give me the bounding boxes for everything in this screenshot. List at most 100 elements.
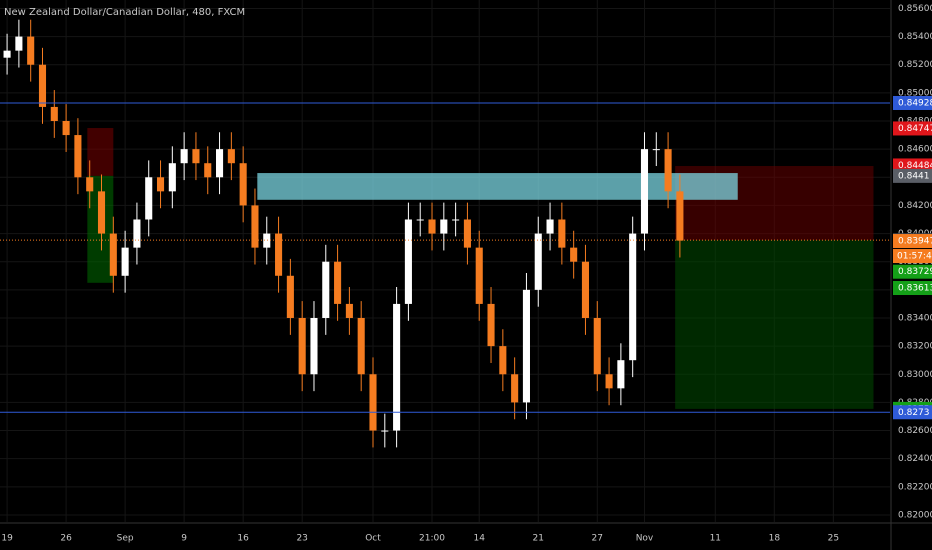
zone	[675, 240, 874, 409]
candle-body	[416, 219, 424, 221]
x-tick-label: Sep	[117, 534, 134, 544]
x-tick-label: 19	[1, 534, 13, 544]
price-label: 0.83729	[898, 267, 932, 277]
y-tick-label: 0.84600	[898, 145, 932, 155]
y-tick-label: 0.83200	[898, 342, 932, 352]
candle-body	[452, 219, 460, 221]
candle-body	[263, 233, 271, 248]
price-label: 0.8273	[898, 408, 930, 418]
candle-body	[570, 247, 578, 262]
candle-body	[251, 205, 259, 248]
candle-body	[168, 163, 176, 192]
candle-body	[204, 163, 212, 178]
candle-body	[617, 360, 625, 389]
candle-body	[357, 317, 365, 375]
candle-body	[593, 317, 601, 375]
candle-body	[310, 317, 318, 375]
x-tick-label: 18	[769, 534, 781, 544]
candle-body	[334, 261, 342, 304]
candle-body	[192, 149, 200, 164]
candle-body	[298, 317, 306, 375]
price-label: 0.8441	[898, 171, 930, 181]
y-tick-label: 0.82400	[898, 454, 932, 464]
x-tick-label: 21	[533, 534, 544, 544]
y-tick-label: 0.85000	[898, 88, 932, 98]
candle-body	[676, 191, 684, 241]
candle-body	[404, 219, 412, 304]
candle-body	[640, 149, 649, 234]
price-label: 0.84484	[898, 161, 932, 171]
candle-body	[475, 247, 483, 304]
candle-body	[664, 149, 672, 192]
candle-body	[393, 303, 401, 431]
x-tick-label: 14	[474, 534, 486, 544]
candle-body	[534, 233, 542, 290]
x-tick-label: Nov	[636, 534, 654, 544]
price-label-box	[893, 234, 932, 249]
price-label-box	[893, 405, 932, 420]
candle-body	[156, 177, 165, 192]
candle-body	[180, 149, 188, 164]
candle-body	[97, 191, 106, 234]
candle-body	[487, 303, 495, 347]
candle-body	[558, 219, 566, 248]
y-tick-label: 0.83000	[898, 370, 932, 380]
x-tick-label: Oct	[365, 534, 381, 544]
candle-body	[38, 64, 47, 107]
candle-body	[227, 149, 235, 164]
y-tick-label: 0.83400	[898, 313, 932, 323]
x-tick-label: 16	[237, 534, 249, 544]
candle-body	[145, 177, 153, 220]
candle-body	[275, 233, 283, 276]
candle-body	[511, 374, 519, 403]
candle-body	[428, 219, 436, 234]
price-label-box	[893, 281, 932, 296]
candle-body	[27, 36, 35, 65]
candle-body	[546, 219, 554, 234]
candle-body	[216, 149, 224, 178]
candle-body	[499, 346, 507, 375]
zone	[257, 173, 738, 200]
x-tick-label: 11	[710, 534, 721, 544]
x-tick-label: 26	[60, 534, 72, 544]
price-label: 0.83947	[898, 237, 932, 247]
price-label: 0.84747	[898, 124, 932, 134]
price-label-box	[893, 121, 932, 136]
y-tick-label: 0.85400	[898, 32, 932, 42]
x-tick-label: 27	[592, 534, 603, 544]
candle-body	[652, 149, 660, 151]
candle-body	[522, 289, 530, 403]
countdown-box	[893, 249, 932, 264]
x-tick-label: 25	[828, 534, 839, 544]
chart-title: New Zealand Dollar/Canadian Dollar, 480,…	[4, 7, 245, 18]
candle-body	[3, 50, 11, 58]
x-tick-label: 23	[296, 534, 307, 544]
price-label: 0.83613	[898, 284, 932, 294]
candle-body	[381, 430, 389, 432]
y-tick-label: 0.82200	[898, 482, 932, 492]
candle-body	[239, 163, 247, 206]
x-tick-label: 9	[181, 534, 187, 544]
y-tick-label: 0.82000	[898, 510, 932, 520]
zone	[87, 128, 114, 176]
price-label-box	[893, 264, 932, 279]
candle-body	[62, 121, 70, 136]
candle-body	[15, 36, 23, 51]
candle-body	[286, 275, 294, 318]
price-label-box	[893, 95, 932, 110]
candle-body	[345, 303, 353, 318]
candle-body	[440, 219, 448, 234]
candle-body	[463, 219, 471, 248]
candle-body	[581, 261, 590, 318]
candle-body	[605, 374, 613, 389]
candle-body	[109, 233, 117, 276]
price-label-box	[893, 168, 932, 183]
candle-body	[86, 177, 94, 192]
y-tick-label: 0.82600	[898, 426, 932, 436]
countdown: 01:57:48	[897, 252, 932, 262]
candle-body	[629, 233, 637, 361]
candle-body	[74, 135, 82, 178]
candle-body	[133, 219, 141, 248]
candle-body	[121, 247, 129, 276]
